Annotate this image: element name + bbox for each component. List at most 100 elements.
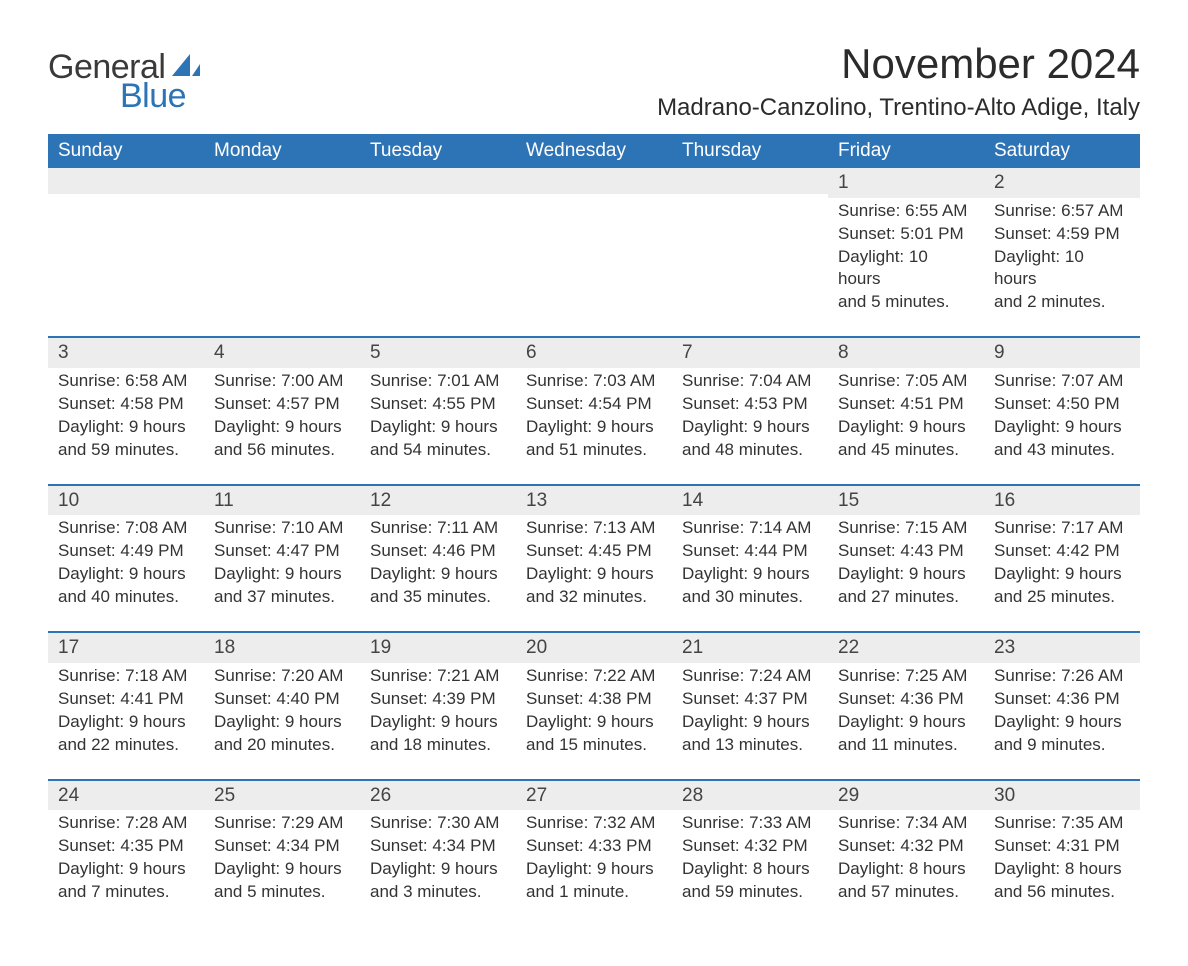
calendar-day-cell: 9Sunrise: 7:07 AMSunset: 4:50 PMDaylight…	[984, 336, 1140, 483]
logo: General Blue	[48, 40, 200, 116]
day-sunset: Sunset: 4:36 PM	[838, 688, 974, 711]
day-sunset: Sunset: 4:41 PM	[58, 688, 194, 711]
calendar-day-cell: 22Sunrise: 7:25 AMSunset: 4:36 PMDayligh…	[828, 631, 984, 778]
day-sunset: Sunset: 4:46 PM	[370, 540, 506, 563]
day-body: Sunrise: 6:58 AMSunset: 4:58 PMDaylight:…	[48, 368, 204, 462]
day-body: Sunrise: 7:33 AMSunset: 4:32 PMDaylight:…	[672, 810, 828, 904]
day-body: Sunrise: 7:28 AMSunset: 4:35 PMDaylight:…	[48, 810, 204, 904]
day-dl1: Daylight: 10 hours	[994, 246, 1130, 292]
day-dl1: Daylight: 9 hours	[994, 563, 1130, 586]
day-sunrise: Sunrise: 7:34 AM	[838, 812, 974, 835]
day-dl1: Daylight: 9 hours	[682, 563, 818, 586]
day-sunrise: Sunrise: 6:58 AM	[58, 370, 194, 393]
month-title: November 2024	[657, 40, 1140, 88]
day-number: 28	[672, 779, 828, 811]
day-number: 6	[516, 336, 672, 368]
empty-day-bar	[360, 168, 516, 194]
day-number: 13	[516, 484, 672, 516]
day-sunset: Sunset: 4:33 PM	[526, 835, 662, 858]
empty-day-bar	[672, 168, 828, 194]
calendar-day-cell: 15Sunrise: 7:15 AMSunset: 4:43 PMDayligh…	[828, 484, 984, 631]
calendar-day-cell: 6Sunrise: 7:03 AMSunset: 4:54 PMDaylight…	[516, 336, 672, 483]
calendar-day-cell	[48, 168, 204, 336]
day-dl2: and 5 minutes.	[214, 881, 350, 904]
day-number: 3	[48, 336, 204, 368]
day-number: 12	[360, 484, 516, 516]
day-body: Sunrise: 7:01 AMSunset: 4:55 PMDaylight:…	[360, 368, 516, 462]
calendar-day-cell: 29Sunrise: 7:34 AMSunset: 4:32 PMDayligh…	[828, 779, 984, 926]
day-dl2: and 32 minutes.	[526, 586, 662, 609]
day-number: 2	[984, 168, 1140, 198]
day-dl2: and 22 minutes.	[58, 734, 194, 757]
day-body: Sunrise: 7:17 AMSunset: 4:42 PMDaylight:…	[984, 515, 1140, 609]
day-body: Sunrise: 7:05 AMSunset: 4:51 PMDaylight:…	[828, 368, 984, 462]
day-body: Sunrise: 7:21 AMSunset: 4:39 PMDaylight:…	[360, 663, 516, 757]
day-sunrise: Sunrise: 7:32 AM	[526, 812, 662, 835]
calendar-day-cell: 18Sunrise: 7:20 AMSunset: 4:40 PMDayligh…	[204, 631, 360, 778]
day-number: 18	[204, 631, 360, 663]
day-dl2: and 7 minutes.	[58, 881, 194, 904]
day-sunrise: Sunrise: 7:29 AM	[214, 812, 350, 835]
day-dl2: and 18 minutes.	[370, 734, 506, 757]
day-body: Sunrise: 7:10 AMSunset: 4:47 PMDaylight:…	[204, 515, 360, 609]
day-sunrise: Sunrise: 7:05 AM	[838, 370, 974, 393]
day-sunset: Sunset: 4:37 PM	[682, 688, 818, 711]
calendar-day-cell: 1Sunrise: 6:55 AMSunset: 5:01 PMDaylight…	[828, 168, 984, 336]
calendar-day-cell: 10Sunrise: 7:08 AMSunset: 4:49 PMDayligh…	[48, 484, 204, 631]
empty-day-bar	[204, 168, 360, 194]
calendar-week-row: 10Sunrise: 7:08 AMSunset: 4:49 PMDayligh…	[48, 484, 1140, 631]
day-dl1: Daylight: 9 hours	[58, 563, 194, 586]
day-dl1: Daylight: 8 hours	[838, 858, 974, 881]
day-body: Sunrise: 7:30 AMSunset: 4:34 PMDaylight:…	[360, 810, 516, 904]
day-dl1: Daylight: 9 hours	[838, 711, 974, 734]
day-sunrise: Sunrise: 7:14 AM	[682, 517, 818, 540]
day-body: Sunrise: 7:14 AMSunset: 4:44 PMDaylight:…	[672, 515, 828, 609]
calendar-day-cell: 24Sunrise: 7:28 AMSunset: 4:35 PMDayligh…	[48, 779, 204, 926]
day-number: 16	[984, 484, 1140, 516]
day-body: Sunrise: 7:08 AMSunset: 4:49 PMDaylight:…	[48, 515, 204, 609]
empty-day-bar	[516, 168, 672, 194]
day-dl2: and 20 minutes.	[214, 734, 350, 757]
day-sunrise: Sunrise: 7:35 AM	[994, 812, 1130, 835]
day-dl2: and 45 minutes.	[838, 439, 974, 462]
day-body: Sunrise: 7:22 AMSunset: 4:38 PMDaylight:…	[516, 663, 672, 757]
day-dl1: Daylight: 9 hours	[838, 563, 974, 586]
calendar-day-cell	[672, 168, 828, 336]
day-dl1: Daylight: 9 hours	[526, 563, 662, 586]
day-number: 21	[672, 631, 828, 663]
day-number: 11	[204, 484, 360, 516]
day-number: 29	[828, 779, 984, 811]
day-dl1: Daylight: 9 hours	[370, 858, 506, 881]
day-number: 24	[48, 779, 204, 811]
day-body: Sunrise: 7:35 AMSunset: 4:31 PMDaylight:…	[984, 810, 1140, 904]
day-number: 23	[984, 631, 1140, 663]
day-number: 26	[360, 779, 516, 811]
day-body: Sunrise: 7:15 AMSunset: 4:43 PMDaylight:…	[828, 515, 984, 609]
day-sunrise: Sunrise: 7:03 AM	[526, 370, 662, 393]
day-sunset: Sunset: 4:35 PM	[58, 835, 194, 858]
day-body: Sunrise: 7:00 AMSunset: 4:57 PMDaylight:…	[204, 368, 360, 462]
day-dl2: and 51 minutes.	[526, 439, 662, 462]
calendar-day-cell: 23Sunrise: 7:26 AMSunset: 4:36 PMDayligh…	[984, 631, 1140, 778]
day-sunset: Sunset: 4:34 PM	[370, 835, 506, 858]
day-number: 17	[48, 631, 204, 663]
calendar-day-cell: 30Sunrise: 7:35 AMSunset: 4:31 PMDayligh…	[984, 779, 1140, 926]
day-dl1: Daylight: 9 hours	[526, 416, 662, 439]
day-number: 9	[984, 336, 1140, 368]
day-dl1: Daylight: 9 hours	[58, 858, 194, 881]
day-sunset: Sunset: 4:55 PM	[370, 393, 506, 416]
day-sunrise: Sunrise: 7:25 AM	[838, 665, 974, 688]
day-dl2: and 3 minutes.	[370, 881, 506, 904]
weekday-header-row: SundayMondayTuesdayWednesdayThursdayFrid…	[48, 134, 1140, 168]
day-dl1: Daylight: 9 hours	[682, 711, 818, 734]
day-sunset: Sunset: 4:50 PM	[994, 393, 1130, 416]
day-dl2: and 2 minutes.	[994, 291, 1130, 314]
day-dl2: and 59 minutes.	[58, 439, 194, 462]
day-number: 5	[360, 336, 516, 368]
calendar-day-cell: 21Sunrise: 7:24 AMSunset: 4:37 PMDayligh…	[672, 631, 828, 778]
day-sunset: Sunset: 4:40 PM	[214, 688, 350, 711]
day-dl2: and 56 minutes.	[994, 881, 1130, 904]
calendar-day-cell: 2Sunrise: 6:57 AMSunset: 4:59 PMDaylight…	[984, 168, 1140, 336]
day-sunset: Sunset: 4:31 PM	[994, 835, 1130, 858]
day-body: Sunrise: 7:26 AMSunset: 4:36 PMDaylight:…	[984, 663, 1140, 757]
